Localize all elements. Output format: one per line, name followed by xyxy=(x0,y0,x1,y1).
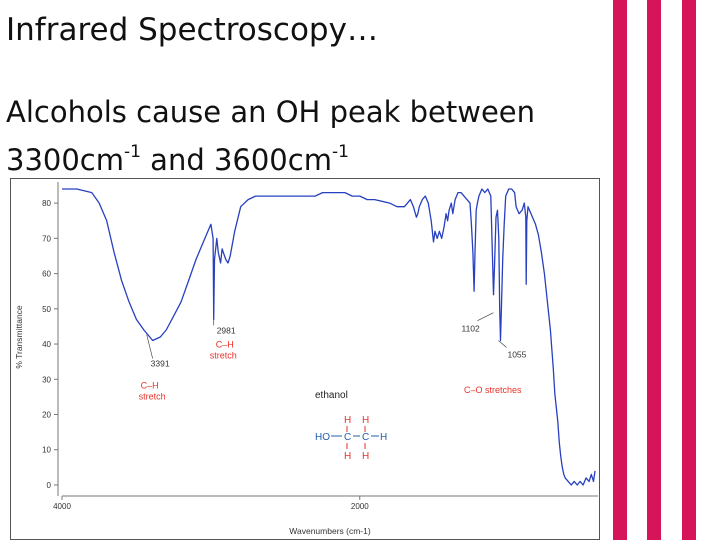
x-tick-label: 2000 xyxy=(351,502,369,511)
y-tick-label: 30 xyxy=(42,375,51,384)
slide-title: Infrared Spectroscopy… xyxy=(6,12,378,48)
atom-c-2: C xyxy=(362,432,369,443)
y-tick-label: 50 xyxy=(42,305,51,314)
peak-pointer-3391 xyxy=(146,334,154,359)
peak-label-3391: 3391 xyxy=(151,359,170,369)
peak-pointer-1102 xyxy=(477,312,494,322)
bullet-value-1: 3300cm xyxy=(6,143,124,177)
peak-pointer-1055 xyxy=(498,340,507,348)
x-axis-label: Wavenumbers (cm-1) xyxy=(289,526,371,536)
accent-stripe-left xyxy=(613,0,627,540)
annotation-ch-stretch-1-line1: C–H xyxy=(141,381,159,391)
molecule-name: ethanol xyxy=(315,390,348,401)
accent-stripe-right xyxy=(682,0,696,540)
annotation-ch-stretch-2-line1: C–H xyxy=(216,339,234,349)
peak-label-1102: 1102 xyxy=(461,324,480,334)
y-tick-label: 0 xyxy=(47,481,52,490)
annotation-ch-stretch-2-line2: stretch xyxy=(210,350,237,360)
annotation-ch-stretch-1-line2: stretch xyxy=(139,392,166,402)
y-tick-label: 70 xyxy=(42,234,51,243)
atom-h-top-1: H xyxy=(344,415,351,426)
atom-h-bottom-1: H xyxy=(344,451,351,462)
group-ho: HO xyxy=(315,432,330,443)
atom-h-right: H xyxy=(380,432,387,443)
bullet-value-2: 3600cm xyxy=(213,143,332,177)
y-tick-label: 10 xyxy=(42,446,51,455)
bullet-exponent-1: -1 xyxy=(124,142,141,162)
atom-h-top-2: H xyxy=(362,415,369,426)
y-tick-label: 40 xyxy=(42,340,51,349)
y-axis-label: % Transmittance xyxy=(14,305,24,369)
atom-c-1: C xyxy=(344,432,351,443)
bullet-text: Alcohols cause an OH peak between 3300cm… xyxy=(6,88,606,184)
peak-label-1055: 1055 xyxy=(507,350,526,360)
spectrum-line-0 xyxy=(62,188,596,486)
annotation-co-stretches: C–O stretches xyxy=(464,385,522,395)
accent-stripe-mid xyxy=(647,0,661,540)
atom-h-bottom-2: H xyxy=(362,451,369,462)
bullet-exponent-2: -1 xyxy=(331,142,349,162)
x-tick-label: 4000 xyxy=(53,502,71,511)
y-tick-label: 80 xyxy=(42,199,51,208)
bullet-prefix: Alcohols cause an OH peak between xyxy=(6,95,536,129)
peak-label-2981: 2981 xyxy=(217,325,236,335)
y-tick-label: 20 xyxy=(42,411,51,420)
y-tick-label: 60 xyxy=(42,270,51,279)
chart-border xyxy=(10,178,600,540)
bullet-joiner: and xyxy=(140,143,214,177)
